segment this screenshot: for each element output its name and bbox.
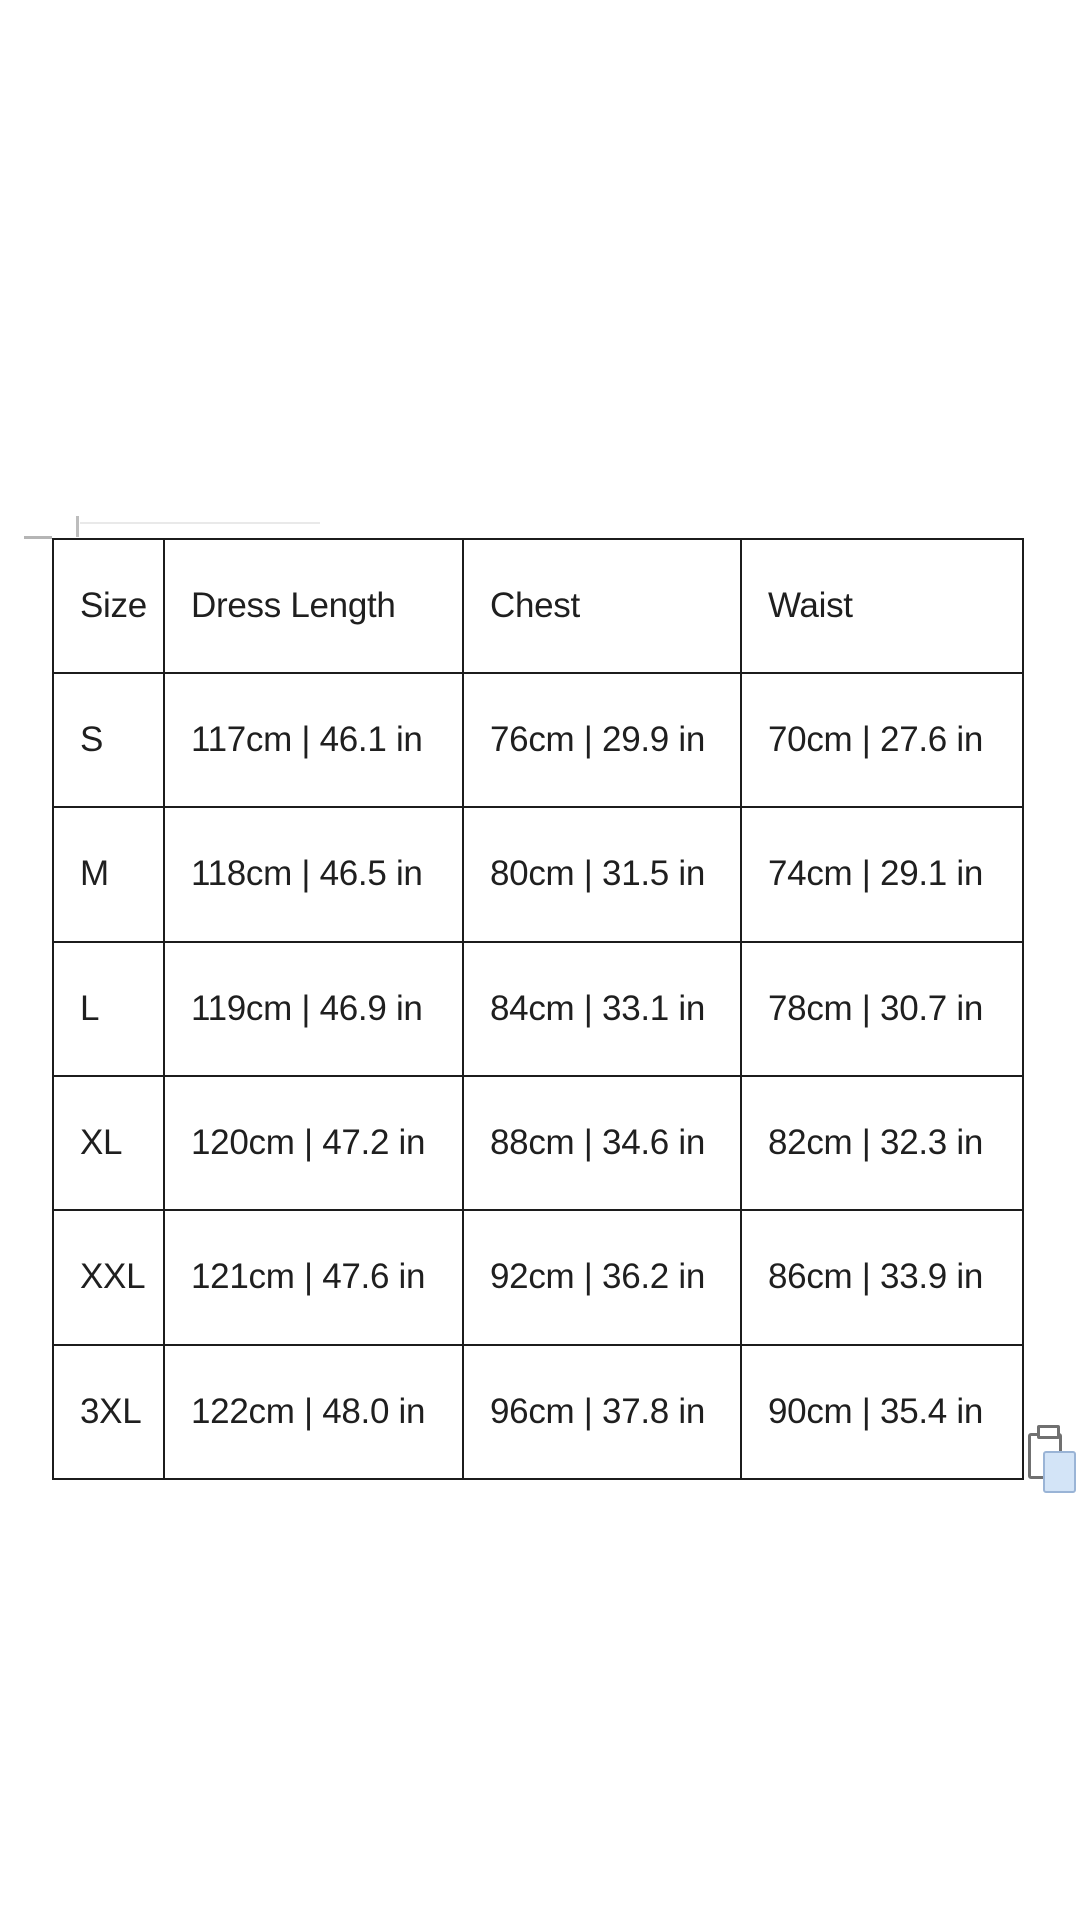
cell-size: XXL (52, 1209, 165, 1346)
table-row-xxl: XXL 121cm | 47.6 in 92cm | 36.2 in 86cm … (52, 1209, 1024, 1346)
cell-size: XL (52, 1074, 165, 1212)
cell-chest: 92cm | 36.2 in (462, 1209, 742, 1346)
column-header-chest: Chest (462, 538, 742, 674)
cell-waist: 78cm | 30.7 in (740, 940, 1024, 1077)
cell-dress-length: 117cm | 46.1 in (163, 671, 464, 809)
table-handle-mark-vertical (76, 516, 79, 537)
table-row-3xl: 3XL 122cm | 48.0 in 96cm | 37.8 in 90cm … (52, 1343, 1024, 1481)
table-handle-mark-horizontal (24, 536, 52, 539)
cell-waist: 90cm | 35.4 in (740, 1343, 1024, 1481)
cell-size: 3XL (52, 1343, 165, 1481)
cell-size: L (52, 940, 165, 1077)
cell-waist: 70cm | 27.6 in (740, 671, 1024, 809)
paste-options-icon[interactable] (1028, 1424, 1080, 1494)
cell-dress-length: 121cm | 47.6 in (163, 1209, 464, 1346)
cell-dress-length: 122cm | 48.0 in (163, 1343, 464, 1481)
clipboard-tab-icon (1037, 1425, 1060, 1439)
cell-chest: 80cm | 31.5 in (462, 806, 742, 943)
cell-waist: 86cm | 33.9 in (740, 1209, 1024, 1346)
cell-dress-length: 120cm | 47.2 in (163, 1074, 464, 1212)
cell-chest: 96cm | 37.8 in (462, 1343, 742, 1481)
cell-dress-length: 118cm | 46.5 in (163, 806, 464, 943)
cell-size: M (52, 806, 165, 943)
table-row-l: L 119cm | 46.9 in 84cm | 33.1 in 78cm | … (52, 940, 1024, 1077)
table-row-m: M 118cm | 46.5 in 80cm | 31.5 in 74cm | … (52, 806, 1024, 943)
cell-waist: 74cm | 29.1 in (740, 806, 1024, 943)
cell-size: S (52, 671, 165, 809)
clipboard-page-icon (1043, 1451, 1076, 1493)
column-header-size: Size (52, 538, 165, 674)
table-handle-mark-faint (80, 522, 320, 524)
cell-chest: 84cm | 33.1 in (462, 940, 742, 1077)
table-row-xl: XL 120cm | 47.2 in 88cm | 34.6 in 82cm |… (52, 1074, 1024, 1212)
cell-waist: 82cm | 32.3 in (740, 1074, 1024, 1212)
table-header-row: Size Dress Length Chest Waist (52, 538, 1024, 674)
column-header-dress-length: Dress Length (163, 538, 464, 674)
cell-dress-length: 119cm | 46.9 in (163, 940, 464, 1077)
cell-chest: 76cm | 29.9 in (462, 671, 742, 809)
table-row-s: S 117cm | 46.1 in 76cm | 29.9 in 70cm | … (52, 671, 1024, 809)
column-header-waist: Waist (740, 538, 1024, 674)
size-chart-table: Size Dress Length Chest Waist S 117cm | … (52, 538, 1024, 1481)
cell-chest: 88cm | 34.6 in (462, 1074, 742, 1212)
